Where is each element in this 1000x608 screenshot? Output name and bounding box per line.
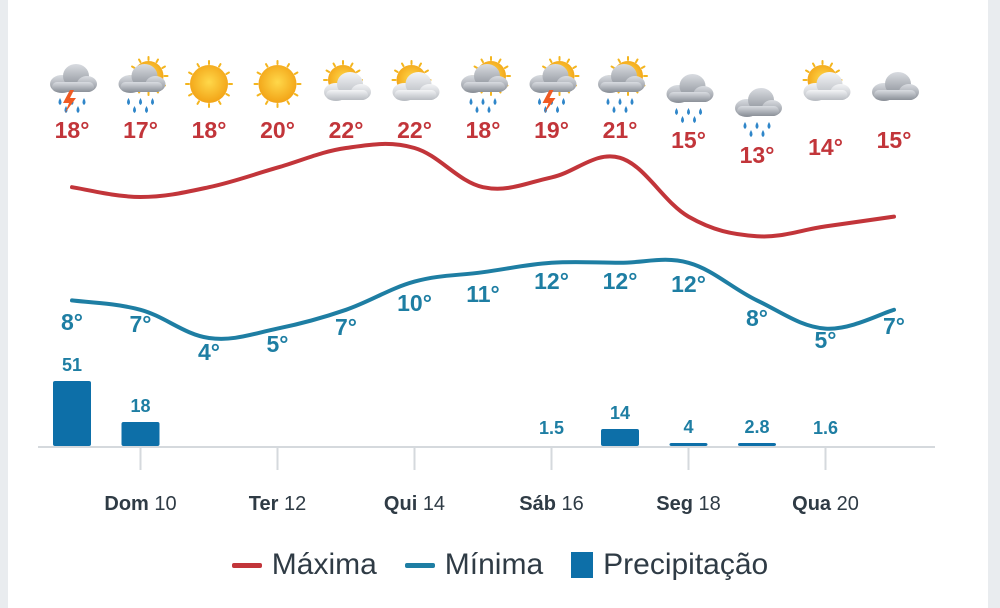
cloud-glyph <box>803 72 851 101</box>
cloud-glyph <box>392 72 440 101</box>
sun-cloud-rain-icon <box>118 56 169 113</box>
max-temp-label: 22° <box>329 117 364 143</box>
rain-drops <box>469 98 497 113</box>
precip-bar <box>53 381 91 446</box>
precip-label: 1.5 <box>539 418 564 438</box>
min-temp-label: 8° <box>746 305 768 331</box>
max-temp-label: 22° <box>397 117 432 143</box>
x-tick-label: Dom 10 <box>104 493 176 515</box>
max-temp-label: 15° <box>671 127 706 153</box>
max-temp-label: 21° <box>603 117 638 143</box>
legend-precip-swatch <box>571 552 594 578</box>
legend: Máxima Mínima Precipitação <box>0 548 1000 582</box>
legend-min-swatch <box>404 562 435 568</box>
max-temp-label: 15° <box>877 127 912 153</box>
min-temp-label: 5° <box>815 327 837 353</box>
min-temp-label: 8° <box>61 309 83 335</box>
sun-icon <box>253 60 302 108</box>
cloud-rain-icon <box>666 74 714 123</box>
sun-glyph <box>185 60 233 108</box>
cloud-glyph <box>118 64 166 93</box>
max-temp-label: 18° <box>192 117 227 143</box>
precip-bar <box>669 443 708 446</box>
min-temp-label: 7° <box>335 314 357 340</box>
precip-bar <box>121 422 160 446</box>
sun-cloud-rain-icon <box>461 56 511 113</box>
precip-bar <box>601 429 639 446</box>
sun-behind-cloud-icon <box>802 60 851 101</box>
precip-label: 18 <box>130 396 150 416</box>
legend-max-label: Máxima <box>271 548 377 581</box>
min-temp-label: 7° <box>883 313 905 339</box>
x-tick-label: Seg 18 <box>656 493 721 515</box>
cloud-glyph <box>461 64 508 93</box>
precip-label: 4 <box>683 417 693 437</box>
sun-glyph <box>253 60 302 108</box>
precip-label: 14 <box>610 403 630 423</box>
left-edge <box>0 0 8 608</box>
rain-drops <box>675 108 702 123</box>
max-temp-label: 17° <box>123 117 158 143</box>
x-tick-label: Ter 12 <box>249 493 306 515</box>
sun-cloud-rain-icon <box>598 56 648 113</box>
max-temp-label: 13° <box>740 142 775 168</box>
right-edge <box>988 0 1000 608</box>
max-temp-label: 14° <box>808 134 843 160</box>
min-temp-label: 11° <box>466 281 500 307</box>
lightning-bolt <box>542 90 556 113</box>
sun-behind-cloud-icon <box>323 60 371 101</box>
max-temp-label: 18° <box>55 117 90 143</box>
min-temp-label: 12° <box>534 268 569 294</box>
precip-label: 2.8 <box>744 417 769 437</box>
thunderstorm-rain-icon <box>50 64 97 113</box>
min-temp-label: 10° <box>397 290 432 316</box>
min-temp-label: 7° <box>130 311 152 337</box>
cloud-glyph <box>598 64 645 93</box>
cloud-glyph <box>50 64 97 93</box>
legend-item-precip: Precipitação <box>571 548 768 582</box>
max-temp-label: 18° <box>466 117 501 143</box>
lightning-bolt <box>63 90 76 113</box>
rain-drops <box>127 98 154 113</box>
weather-chart: 18° 17° 18° 20° 22° 22° 18° 19° 21° 15°13° 14° 15° … <box>38 56 935 515</box>
x-tick-label: Sáb 16 <box>519 493 584 515</box>
precip-label: 1.6 <box>813 418 838 438</box>
x-tick-label: Qui 14 <box>384 493 445 515</box>
legend-item-max: Máxima <box>231 548 377 582</box>
legend-max-swatch <box>231 562 262 568</box>
min-temperature-line <box>70 257 896 341</box>
cloud-glyph <box>666 74 714 103</box>
cloud-icon <box>872 72 919 101</box>
max-temp-label: 19° <box>534 117 569 143</box>
rain-drops <box>606 98 634 113</box>
cloud-rain-icon <box>735 88 782 137</box>
x-tick-label: Qua 20 <box>792 493 859 515</box>
cloud-glyph <box>872 72 919 101</box>
legend-item-min: Mínima <box>404 548 544 582</box>
max-temperature-line <box>70 141 896 239</box>
min-temp-label: 12° <box>671 271 706 297</box>
legend-precip-label: Precipitação <box>603 548 769 581</box>
legend-min-label: Mínima <box>444 548 544 581</box>
max-temp-label: 20° <box>260 117 295 143</box>
sun-behind-cloud-icon <box>391 60 440 101</box>
cloud-glyph <box>324 72 371 101</box>
precip-bar <box>738 443 776 446</box>
sun-thunderstorm-rain-icon <box>529 56 580 113</box>
precip-label: 51 <box>62 355 82 375</box>
cloud-glyph <box>735 88 782 117</box>
min-temp-label: 12° <box>603 268 638 294</box>
rain-drops <box>743 122 771 137</box>
min-temp-label: 4° <box>198 339 220 365</box>
sun-icon <box>185 60 233 108</box>
min-temp-label: 5° <box>267 331 289 357</box>
cloud-glyph <box>529 64 577 93</box>
